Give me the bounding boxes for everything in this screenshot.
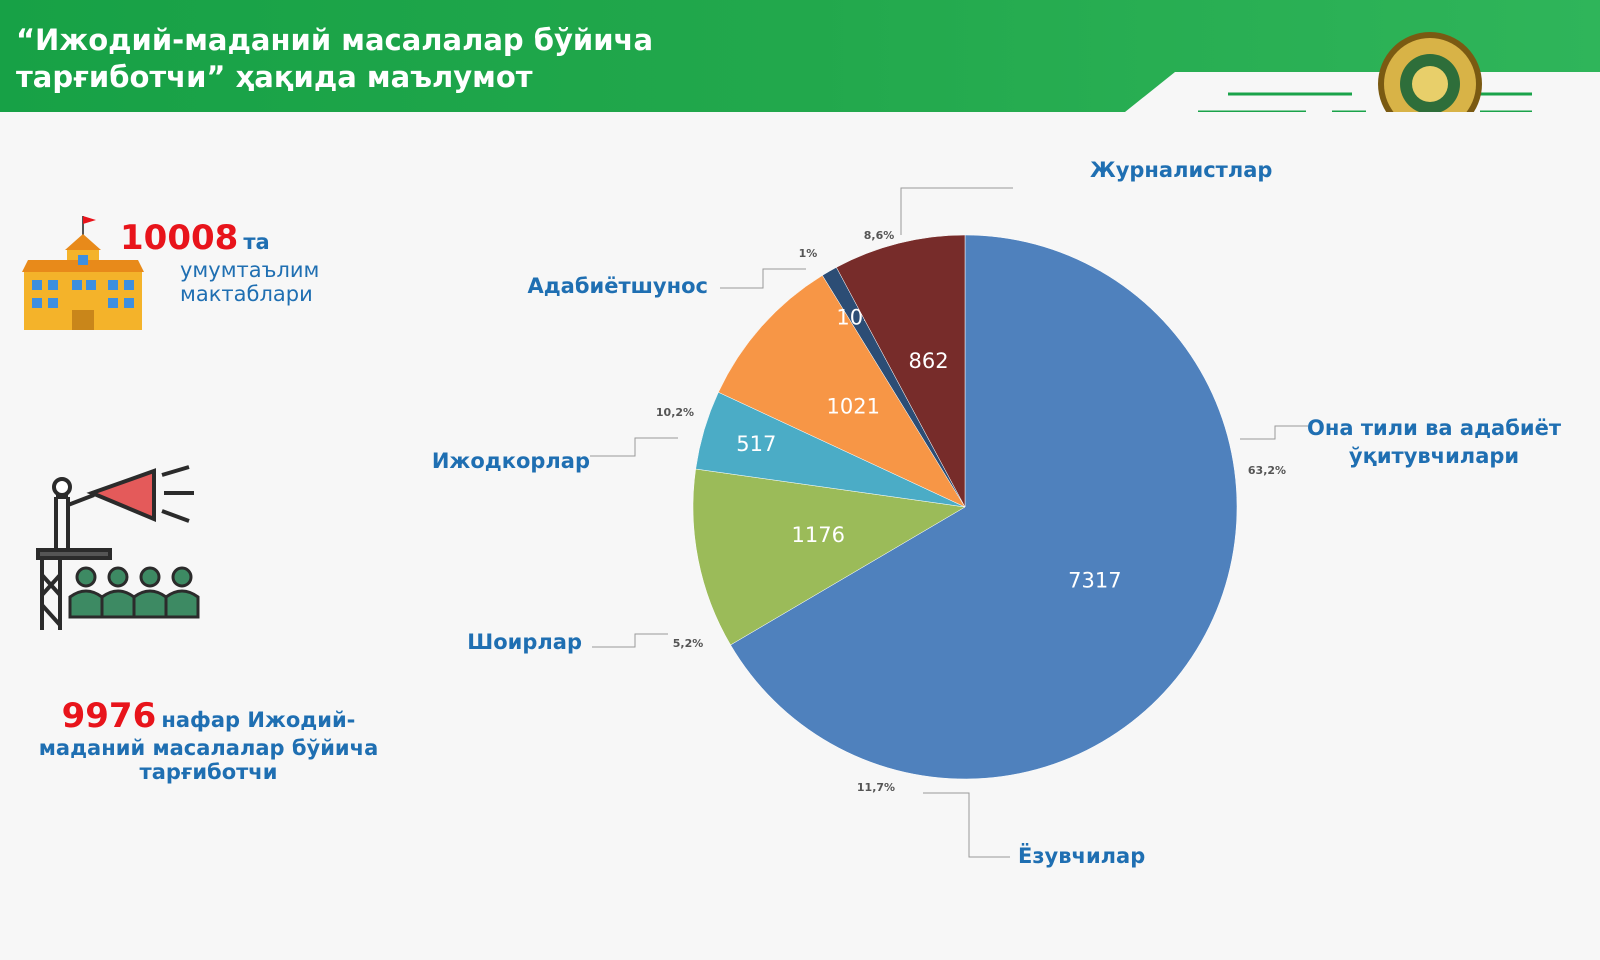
title-line: “Ижодий-маданий масалалар бўйича: [16, 23, 654, 57]
school-icon: [22, 216, 144, 330]
leader-line: [590, 437, 678, 457]
stat-number: 10008: [120, 218, 239, 258]
category-label: Шоирлар: [467, 630, 582, 654]
pie-slice: [730, 234, 1238, 780]
category-label: Ижодкорлар: [431, 449, 590, 473]
title-line: тарғиботчи” ҳақида маълумот: [16, 60, 533, 94]
stat-text: умумтаълим мактаблари: [180, 258, 320, 306]
percent-label: 5,2%: [673, 637, 704, 650]
pie-slice: [718, 275, 966, 508]
stat-unit: та: [243, 230, 270, 254]
stat-promoters: 9976 нафар Ижодий-маданий масалалар бўйи…: [36, 696, 381, 784]
category-label: Ёзувчилар: [1018, 844, 1146, 868]
leader-line: [923, 792, 1010, 858]
percent-label: 11,7%: [857, 781, 895, 794]
value-label: 517: [736, 432, 776, 456]
percent-label: 63,2%: [1248, 464, 1286, 477]
emblem: [1378, 32, 1482, 112]
percent-label: 1%: [799, 247, 818, 260]
header-band: [0, 0, 1600, 112]
category-label: Журналистлар: [1090, 158, 1273, 182]
leader-line: [1240, 425, 1308, 440]
leader-line: [592, 633, 668, 648]
percent-label: 10,2%: [656, 406, 694, 419]
value-label: 1021: [827, 395, 880, 419]
leader-line: [900, 187, 1013, 235]
category-label: Адабиётшунос: [527, 274, 708, 298]
percent-label: 8,6%: [864, 229, 895, 242]
pie-slice: [692, 468, 966, 646]
stat-schools: 10008 та умумтаълим мактаблари: [120, 218, 420, 306]
category-label: Она тили ва адабиёт ўқитувчилари: [1307, 416, 1561, 468]
value-label: 862: [908, 349, 948, 373]
stat-text: нафар Ижодий-маданий масалалар бўйича та…: [38, 708, 379, 784]
header-lines: [1198, 92, 1532, 112]
leader-line: [720, 268, 806, 289]
value-label: 1176: [792, 523, 845, 547]
title: “Ижодий-маданий масалалар бўйича тарғибо…: [16, 22, 653, 96]
speaker-icon: [36, 465, 200, 630]
pie-slice: [836, 234, 966, 508]
stat-number: 9976: [61, 696, 157, 736]
value-label: 7317: [1068, 568, 1121, 592]
